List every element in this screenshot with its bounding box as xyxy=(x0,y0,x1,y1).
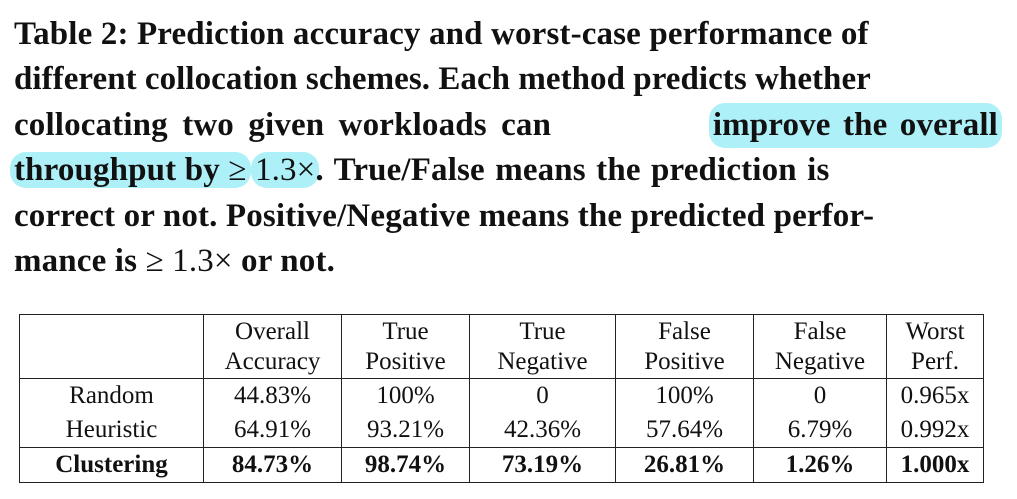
table-cell: 57.64% xyxy=(615,413,754,448)
table-cell: 0 xyxy=(753,378,887,413)
header-cell-worst-perf: Worst Perf. xyxy=(886,314,984,379)
caption-line-3: collocating two given workloads can impr… xyxy=(14,102,1002,149)
header-cell-false-negative: False Negative xyxy=(753,314,887,379)
table-cell: 84.73% xyxy=(203,447,342,483)
table-cell: 6.79% xyxy=(753,413,887,448)
caption-text-1: Table 2: Prediction accuracy and worst-c… xyxy=(14,16,869,52)
caption-line-1: Table 2: Prediction accuracy and worst-c… xyxy=(14,12,998,57)
caption-math-6: ≥ 1.3× xyxy=(145,243,233,280)
caption-highlight-2: throughput by ≥ xyxy=(10,152,251,189)
table-cell: 100% xyxy=(615,378,754,413)
table-cell: 42.36% xyxy=(469,413,616,448)
row-method-random: Random xyxy=(19,378,204,413)
caption-line-6: mance is ≥ 1.3× or not. xyxy=(14,239,998,284)
table-cell: 0 xyxy=(469,378,616,413)
caption-text-2: different collocation schemes. Each meth… xyxy=(14,61,871,98)
table-cell: 93.21% xyxy=(341,413,470,448)
caption-ge-symbol: ≥ xyxy=(228,152,247,189)
caption-text-6b: or not. xyxy=(241,243,335,280)
caption-line-2: different collocation schemes. Each meth… xyxy=(14,57,998,102)
caption-highlight-1: improve the overall xyxy=(708,102,1002,149)
table-cell: 0.992x xyxy=(886,413,984,448)
table-cell: 73.19% xyxy=(469,447,616,483)
caption-highlight-2-text: throughput by xyxy=(14,152,220,189)
caption-text-6a: mance is xyxy=(14,243,138,280)
table-cell: 44.83% xyxy=(203,378,342,413)
caption-text-3: collocating two given workloads can xyxy=(14,106,552,143)
caption-text-5: correct or not. Positive/Negative means … xyxy=(14,197,875,234)
row-method-heuristic: Heuristic xyxy=(19,413,204,448)
table-row-heuristic: Heuristic 64.91% 93.21% 42.36% 57.64% 6.… xyxy=(19,413,984,448)
table-row-random: Random 44.83% 100% 0 100% 0 0.965x xyxy=(19,378,984,413)
table-cell: 26.81% xyxy=(615,447,754,483)
table-cell: 1.26% xyxy=(753,447,887,483)
header-cell-overall-accuracy: Overall Accuracy xyxy=(203,314,342,379)
table-row-clustering: Clustering 84.73% 98.74% 73.19% 26.81% 1… xyxy=(19,447,984,483)
table-cell: 1.000x xyxy=(886,447,984,483)
header-cell-method xyxy=(19,314,204,379)
caption-text-4: . True/False means the prediction is xyxy=(315,152,830,189)
header-cell-true-positive: True Positive xyxy=(341,314,470,379)
header-cell-false-positive: False Positive xyxy=(615,314,754,379)
table-header-row: Overall Accuracy True Positive True Negativ… xyxy=(19,314,984,379)
caption-line-5: correct or not. Positive/Negative means … xyxy=(14,194,998,239)
caption-line-4: throughput by ≥ 1.3×. True/False means t… xyxy=(10,148,998,193)
table-cell: 100% xyxy=(341,378,470,413)
header-cell-true-negative: True Negative xyxy=(469,314,616,379)
caption-highlight-3: 1.3× xyxy=(250,152,320,189)
table-caption: Table 2: Prediction accuracy and worst-c… xyxy=(10,12,1002,284)
table-cell: 64.91% xyxy=(203,413,342,448)
table-cell: 98.74% xyxy=(341,447,470,483)
table-cell: 0.965x xyxy=(886,378,984,413)
row-method-clustering: Clustering xyxy=(19,447,204,483)
results-table: Overall Accuracy True Positive True Negativ… xyxy=(19,314,984,483)
